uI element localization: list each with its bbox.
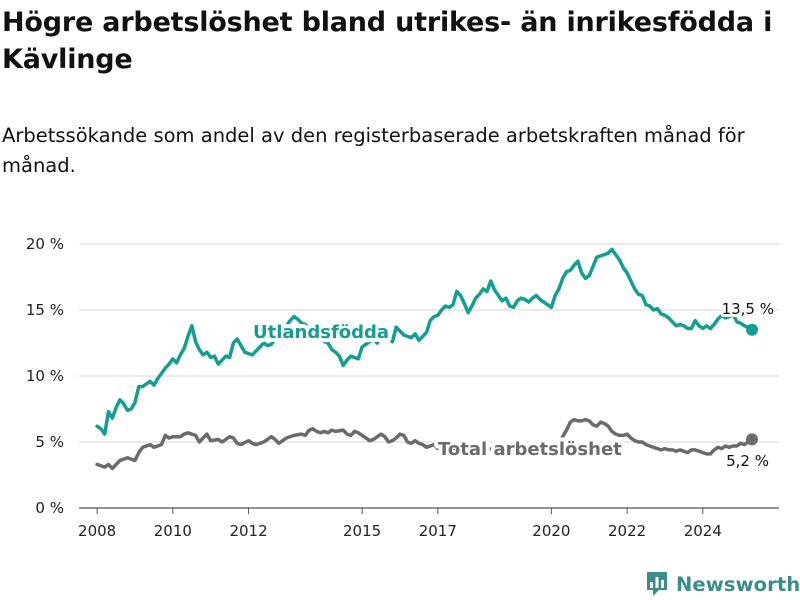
y-tick-label: 20 % <box>26 235 64 253</box>
x-tick-label: 2024 <box>684 522 722 540</box>
x-tick-label: 2020 <box>532 522 570 540</box>
y-tick-label: 15 % <box>26 301 64 319</box>
x-axis: 2008 2010 2012 2015 2017 2020 2022 2024 <box>78 508 722 540</box>
series-label: Utlandsfödda <box>253 322 389 343</box>
bar-chart-icon <box>647 572 667 596</box>
y-axis-labels: 0 % 5 % 10 % 15 % 20 % <box>26 235 64 517</box>
brand-name: Newsworthy <box>676 572 800 596</box>
newsworthy-brand[interactable]: Newsworthy <box>645 569 800 599</box>
chart-series <box>95 247 758 471</box>
x-tick-label: 2022 <box>608 522 646 540</box>
end-value-halo: 5,2 % <box>726 452 769 470</box>
series-line-1 <box>95 417 754 471</box>
chart-title: Högre arbetslöshet bland utrikes- än inr… <box>2 7 773 75</box>
end-value-label: 5,2 % <box>726 452 769 470</box>
gridlines <box>79 243 779 509</box>
end-value-label: 13,5 % <box>722 300 774 318</box>
series-label-halo: Total arbetslöshet <box>438 439 622 460</box>
line-chart: 0 %5 %10 %15 %20 % 2008 2010 2012 2015 2017 2… <box>26 235 779 540</box>
y-tick-label: 5 % <box>35 433 64 451</box>
end-value-halo: 13,5 % <box>722 300 774 318</box>
series-label-halo: Utlandsfödda <box>253 322 389 343</box>
series-end-marker-1 <box>746 433 758 446</box>
x-tick-label: 2012 <box>229 522 267 540</box>
series-end-marker-0 <box>746 323 758 336</box>
series-line-0 <box>95 247 754 436</box>
series-label: Total arbetslöshet <box>438 439 622 460</box>
y-tick-label: 0 % <box>35 499 64 517</box>
x-tick-label: 2015 <box>343 522 381 540</box>
x-tick-label: 2008 <box>78 522 116 540</box>
chart-subtitle: Arbetssökande som andel av den registerb… <box>2 124 745 177</box>
x-tick-label: 2010 <box>154 522 192 540</box>
x-tick-label: 2017 <box>419 522 457 540</box>
y-tick-label: 10 % <box>26 367 64 385</box>
